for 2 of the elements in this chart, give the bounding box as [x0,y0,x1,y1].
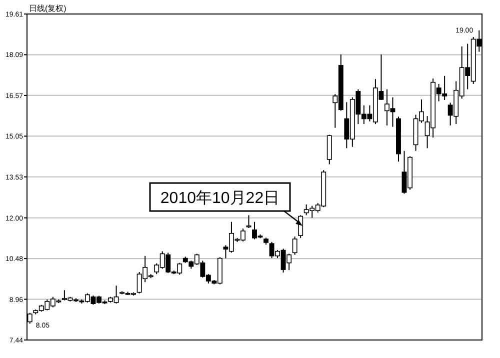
chart-title: 日线(复权) [29,4,67,13]
annotation: 2010年10月22日 [160,190,280,208]
